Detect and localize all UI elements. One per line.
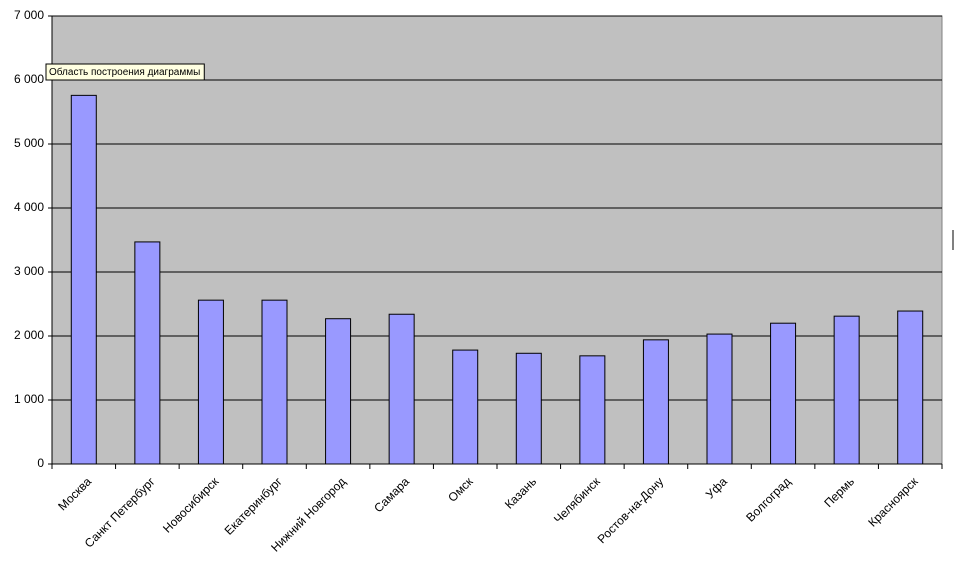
bar xyxy=(770,322,797,465)
x-tick-label: Челябинск xyxy=(551,474,603,526)
bar xyxy=(70,94,97,465)
tooltip-box xyxy=(45,63,205,81)
bar xyxy=(515,352,542,465)
bar xyxy=(452,349,479,465)
x-tick-label: Волгоград xyxy=(743,474,793,524)
tooltip: Область построения диаграммы xyxy=(49,66,200,78)
bar xyxy=(897,310,924,465)
bar xyxy=(833,315,860,465)
y-tick-label: 0 xyxy=(37,456,44,470)
plot-area xyxy=(51,15,943,465)
bar xyxy=(388,313,415,465)
x-tick-label: Ростов-на-Дону xyxy=(595,474,667,546)
y-tick-label: 5 000 xyxy=(14,136,44,150)
bar xyxy=(579,355,606,465)
x-tick-label: Пермь xyxy=(821,474,857,510)
y-tick-label: 1 000 xyxy=(14,392,44,406)
y-tick-label: 3 000 xyxy=(14,264,44,278)
y-tick-label: 2 000 xyxy=(14,328,44,342)
y-tick-label: 7 000 xyxy=(14,8,44,22)
bar xyxy=(706,333,733,465)
bar xyxy=(261,299,288,465)
bar xyxy=(642,339,669,465)
x-tick-label: Казань xyxy=(502,474,539,511)
x-tick-label: Екатеринбург xyxy=(222,474,286,538)
x-tick-label: Санкт Петербург xyxy=(82,474,158,550)
x-tick-label: Самара xyxy=(371,474,412,515)
x-tick-label: Новосибирск xyxy=(160,474,222,536)
x-tick-label: Омск xyxy=(445,474,476,505)
bar xyxy=(325,318,352,465)
x-tick-label: Красноярск xyxy=(865,474,921,530)
x-tick-label: Москва xyxy=(55,474,94,513)
bar xyxy=(134,241,161,465)
y-tick-label: 4 000 xyxy=(14,200,44,214)
bar xyxy=(197,299,224,465)
x-tick-label: Уфа xyxy=(703,474,730,501)
y-tick-label: 6 000 xyxy=(14,72,44,86)
